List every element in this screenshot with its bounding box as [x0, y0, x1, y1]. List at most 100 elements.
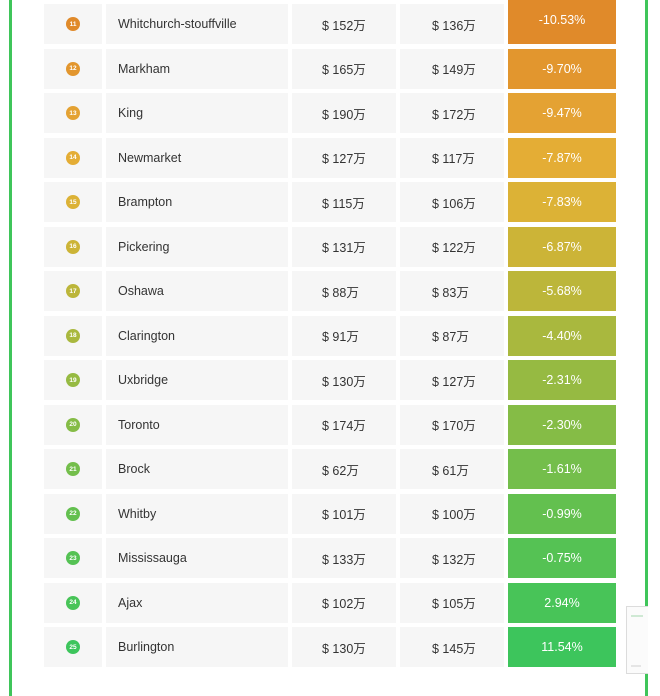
- rank-badge: 11: [66, 17, 80, 31]
- rank-cell: 14: [44, 137, 102, 178]
- table-row: 19 Uxbridge $ 130万 $ 127万 -2.31%: [44, 356, 616, 401]
- rank-badge: 13: [66, 106, 80, 120]
- price-before-cell: $ 127万: [292, 137, 396, 178]
- city-cell: Brock: [106, 449, 288, 489]
- rank-badge: 22: [66, 506, 80, 521]
- rank-cell: 22: [44, 493, 102, 534]
- change-cell: -1.61%: [508, 449, 616, 489]
- table-row: 15 Brampton $ 115万 $ 106万 -7.83%: [44, 178, 616, 223]
- side-preview-widget[interactable]: [626, 606, 648, 674]
- price-after-cell: $ 106万: [400, 182, 504, 222]
- table-row: 25 Burlington $ 130万 $ 145万 11.54%: [44, 623, 616, 668]
- change-cell: -9.70%: [508, 48, 616, 89]
- rank-cell: 23: [44, 538, 102, 578]
- rank-cell: 20: [44, 404, 102, 445]
- price-before-cell: $ 130万: [292, 627, 396, 667]
- price-before-cell: $ 91万: [292, 315, 396, 356]
- price-after-cell: $ 87万: [400, 315, 504, 356]
- change-cell: -6.87%: [508, 226, 616, 267]
- price-before-cell: $ 174万: [292, 404, 396, 445]
- table-row: 14 Newmarket $ 127万 $ 117万 -7.87%: [44, 134, 616, 179]
- rank-cell: 17: [44, 271, 102, 311]
- price-before-cell: $ 190万: [292, 93, 396, 133]
- city-cell: Mississauga: [106, 538, 288, 578]
- price-after-cell: $ 172万: [400, 93, 504, 133]
- rank-cell: 19: [44, 360, 102, 400]
- price-before-cell: $ 131万: [292, 226, 396, 267]
- rank-cell: 18: [44, 315, 102, 356]
- price-before-cell: $ 130万: [292, 360, 396, 400]
- city-cell: King: [106, 93, 288, 133]
- rank-badge: 20: [66, 417, 80, 432]
- price-after-cell: $ 122万: [400, 226, 504, 267]
- change-cell: -0.99%: [508, 493, 616, 534]
- table-row: 12 Markham $ 165万 $ 149万 -9.70%: [44, 45, 616, 90]
- change-cell: 11.54%: [508, 627, 616, 667]
- city-cell: Toronto: [106, 404, 288, 445]
- change-cell: -10.53%: [508, 0, 616, 44]
- price-after-cell: $ 127万: [400, 360, 504, 400]
- price-after-cell: $ 105万: [400, 582, 504, 623]
- rank-badge: 12: [66, 61, 80, 76]
- price-before-cell: $ 165万: [292, 48, 396, 89]
- table-row: 18 Clarington $ 91万 $ 87万 -4.40%: [44, 312, 616, 357]
- price-after-cell: $ 117万: [400, 137, 504, 178]
- price-before-cell: $ 101万: [292, 493, 396, 534]
- price-before-cell: $ 62万: [292, 449, 396, 489]
- city-cell: Burlington: [106, 627, 288, 667]
- widget-bar-icon: [631, 665, 641, 667]
- price-before-cell: $ 152万: [292, 4, 396, 44]
- rank-cell: 11: [44, 4, 102, 44]
- price-before-cell: $ 133万: [292, 538, 396, 578]
- rank-badge: 14: [66, 150, 80, 165]
- rank-badge: 25: [66, 640, 80, 654]
- price-after-cell: $ 145万: [400, 627, 504, 667]
- price-before-cell: $ 115万: [292, 182, 396, 222]
- city-cell: Ajax: [106, 582, 288, 623]
- price-after-cell: $ 100万: [400, 493, 504, 534]
- table-row: 17 Oshawa $ 88万 $ 83万 -5.68%: [44, 267, 616, 312]
- price-before-cell: $ 102万: [292, 582, 396, 623]
- rank-cell: 21: [44, 449, 102, 489]
- rank-badge: 19: [66, 373, 80, 387]
- price-after-cell: $ 149万: [400, 48, 504, 89]
- city-cell: Uxbridge: [106, 360, 288, 400]
- city-cell: Whitby: [106, 493, 288, 534]
- city-cell: Clarington: [106, 315, 288, 356]
- rank-badge: 23: [66, 551, 80, 565]
- table-row: 16 Pickering $ 131万 $ 122万 -6.87%: [44, 223, 616, 268]
- table-row: 24 Ajax $ 102万 $ 105万 2.94%: [44, 579, 616, 624]
- content-frame: [9, 0, 648, 696]
- table-row: 21 Brock $ 62万 $ 61万 -1.61%: [44, 445, 616, 490]
- rank-cell: 13: [44, 93, 102, 133]
- city-cell: Whitchurch-stouffville: [106, 4, 288, 44]
- change-cell: -7.83%: [508, 182, 616, 222]
- price-after-cell: $ 170万: [400, 404, 504, 445]
- change-cell: -2.30%: [508, 404, 616, 445]
- rank-cell: 16: [44, 226, 102, 267]
- rank-badge: 21: [66, 462, 80, 476]
- city-cell: Oshawa: [106, 271, 288, 311]
- change-cell: 2.94%: [508, 582, 616, 623]
- table-row: 13 King $ 190万 $ 172万 -9.47%: [44, 89, 616, 134]
- change-cell: -0.75%: [508, 538, 616, 578]
- rank-badge: 15: [66, 195, 80, 209]
- widget-bar-icon: [631, 615, 643, 617]
- rank-badge: 17: [66, 284, 80, 298]
- price-change-table: 11 Whitchurch-stouffville $ 152万 $ 136万 …: [44, 0, 616, 668]
- city-cell: Newmarket: [106, 137, 288, 178]
- rank-cell: 24: [44, 582, 102, 623]
- rank-badge: 18: [66, 328, 80, 343]
- table-row: 22 Whitby $ 101万 $ 100万 -0.99%: [44, 490, 616, 535]
- price-after-cell: $ 61万: [400, 449, 504, 489]
- change-cell: -2.31%: [508, 360, 616, 400]
- change-cell: -5.68%: [508, 271, 616, 311]
- rank-badge: 24: [66, 595, 80, 610]
- rank-cell: 15: [44, 182, 102, 222]
- table-row: 11 Whitchurch-stouffville $ 152万 $ 136万 …: [44, 0, 616, 45]
- price-after-cell: $ 83万: [400, 271, 504, 311]
- city-cell: Markham: [106, 48, 288, 89]
- change-cell: -7.87%: [508, 137, 616, 178]
- price-after-cell: $ 132万: [400, 538, 504, 578]
- city-cell: Brampton: [106, 182, 288, 222]
